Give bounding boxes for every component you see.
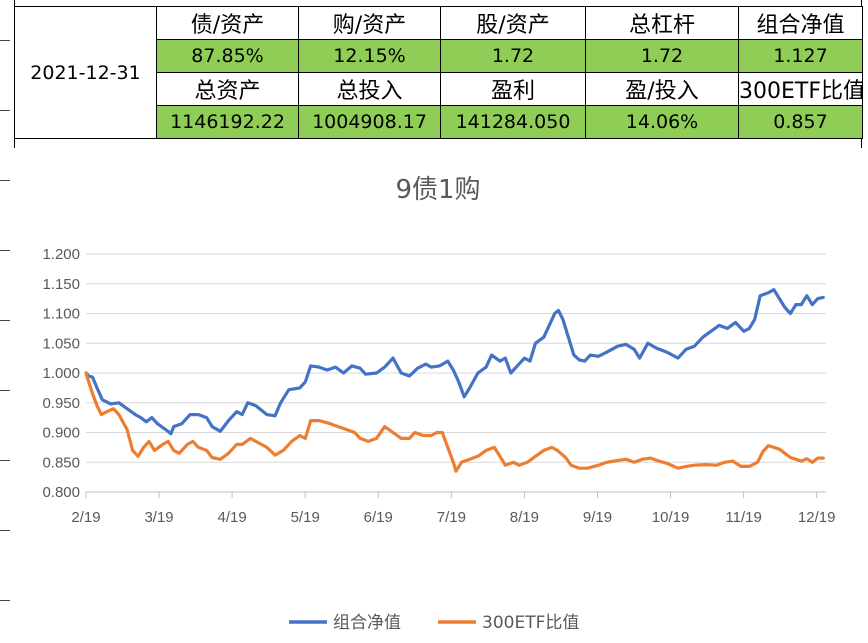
row-divider (0, 530, 10, 531)
value-etf-ratio[interactable]: 0.857 (738, 105, 863, 139)
summary-table: 2021-12-31 债/资产 购/资产 股/资产 总杠杆 组合净值 87.85… (14, 6, 863, 139)
header-stock-ratio[interactable]: 股/资产 (440, 6, 586, 40)
value-total-leverage[interactable]: 1.72 (585, 39, 739, 73)
y-tick-label: 0.800 (42, 484, 80, 501)
header-bond-ratio[interactable]: 债/资产 (156, 6, 299, 40)
x-tick-label: 9/19 (583, 509, 612, 526)
row-divider (0, 40, 10, 41)
value-stock-ratio[interactable]: 1.72 (440, 39, 586, 73)
y-tick-label: 1.100 (42, 306, 80, 323)
header-total-assets[interactable]: 总资产 (156, 72, 299, 106)
chart-area (14, 148, 862, 643)
row-divider (0, 600, 10, 601)
y-axis-ticks: 0.800 0.850 0.900 0.950 1.000 1.050 1.100 1.150… (42, 246, 80, 501)
y-tick-label: 1.150 (42, 276, 80, 293)
x-tick-label: 7/19 (437, 509, 466, 526)
value-profit[interactable]: 141284.050 (440, 105, 586, 139)
header-profit[interactable]: 盈利 (440, 72, 586, 106)
date-cell[interactable]: 2021-12-31 (14, 6, 157, 139)
value-total-invested[interactable]: 1004908.17 (298, 105, 441, 139)
row-divider (0, 460, 10, 461)
row-divider (0, 180, 10, 181)
y-tick-label: 0.850 (42, 454, 80, 471)
x-tick-label: 8/19 (510, 509, 539, 526)
header-portfolio-nav[interactable]: 组合净值 (738, 6, 863, 40)
row-divider (0, 320, 10, 321)
value-total-assets[interactable]: 1146192.22 (156, 105, 299, 139)
value-bond-ratio[interactable]: 87.85% (156, 39, 299, 73)
value-portfolio-nav[interactable]: 1.127 (738, 39, 863, 73)
series-line-etf-ratio[interactable] (84, 371, 825, 473)
header-total-leverage[interactable]: 总杠杆 (585, 6, 739, 40)
x-tick-label: 11/19 (725, 509, 761, 526)
x-axis-ticks: 2/19 3/19 4/19 5/19 6/19 7/19 8/19 9/19 10/19 11/… (71, 491, 836, 526)
spreadsheet-row-gutter (0, 0, 15, 643)
legend-label-portfolio-nav[interactable]: 组合净值 (333, 613, 401, 633)
chart-title: 9债1购 (395, 175, 480, 205)
y-tick-label: 0.950 (42, 395, 80, 412)
x-tick-label: 2/19 (71, 509, 100, 526)
series-line-portfolio-nav[interactable] (84, 288, 825, 436)
legend: 组合净值 300ETF比值 (289, 613, 579, 633)
y-tick-label: 1.000 (42, 365, 80, 382)
line-chart[interactable]: 9债1购 0.800 0.850 0.900 0.950 1.000 1.050 1.100… (14, 148, 862, 643)
x-tick-label: 10/19 (652, 509, 690, 526)
header-etf-ratio[interactable]: 300ETF比值 (738, 72, 863, 106)
value-profit-ratio[interactable]: 14.06% (585, 105, 739, 139)
series-lines (84, 288, 825, 473)
y-tick-label: 1.050 (42, 335, 80, 352)
x-tick-label: 12/19 (798, 509, 836, 526)
value-call-ratio[interactable]: 12.15% (298, 39, 441, 73)
x-tick-label: 3/19 (144, 509, 173, 526)
legend-label-etf-ratio[interactable]: 300ETF比值 (482, 613, 579, 633)
row-divider (0, 390, 10, 391)
header-call-ratio[interactable]: 购/资产 (298, 6, 441, 40)
row-divider (0, 250, 10, 251)
header-profit-ratio[interactable]: 盈/投入 (585, 72, 739, 106)
x-tick-label: 4/19 (218, 509, 247, 526)
x-tick-label: 6/19 (364, 509, 393, 526)
x-tick-label: 5/19 (291, 509, 320, 526)
y-tick-label: 1.200 (42, 246, 80, 263)
row-divider (0, 110, 10, 111)
header-total-invested[interactable]: 总投入 (298, 72, 441, 106)
y-tick-label: 0.900 (42, 425, 80, 442)
